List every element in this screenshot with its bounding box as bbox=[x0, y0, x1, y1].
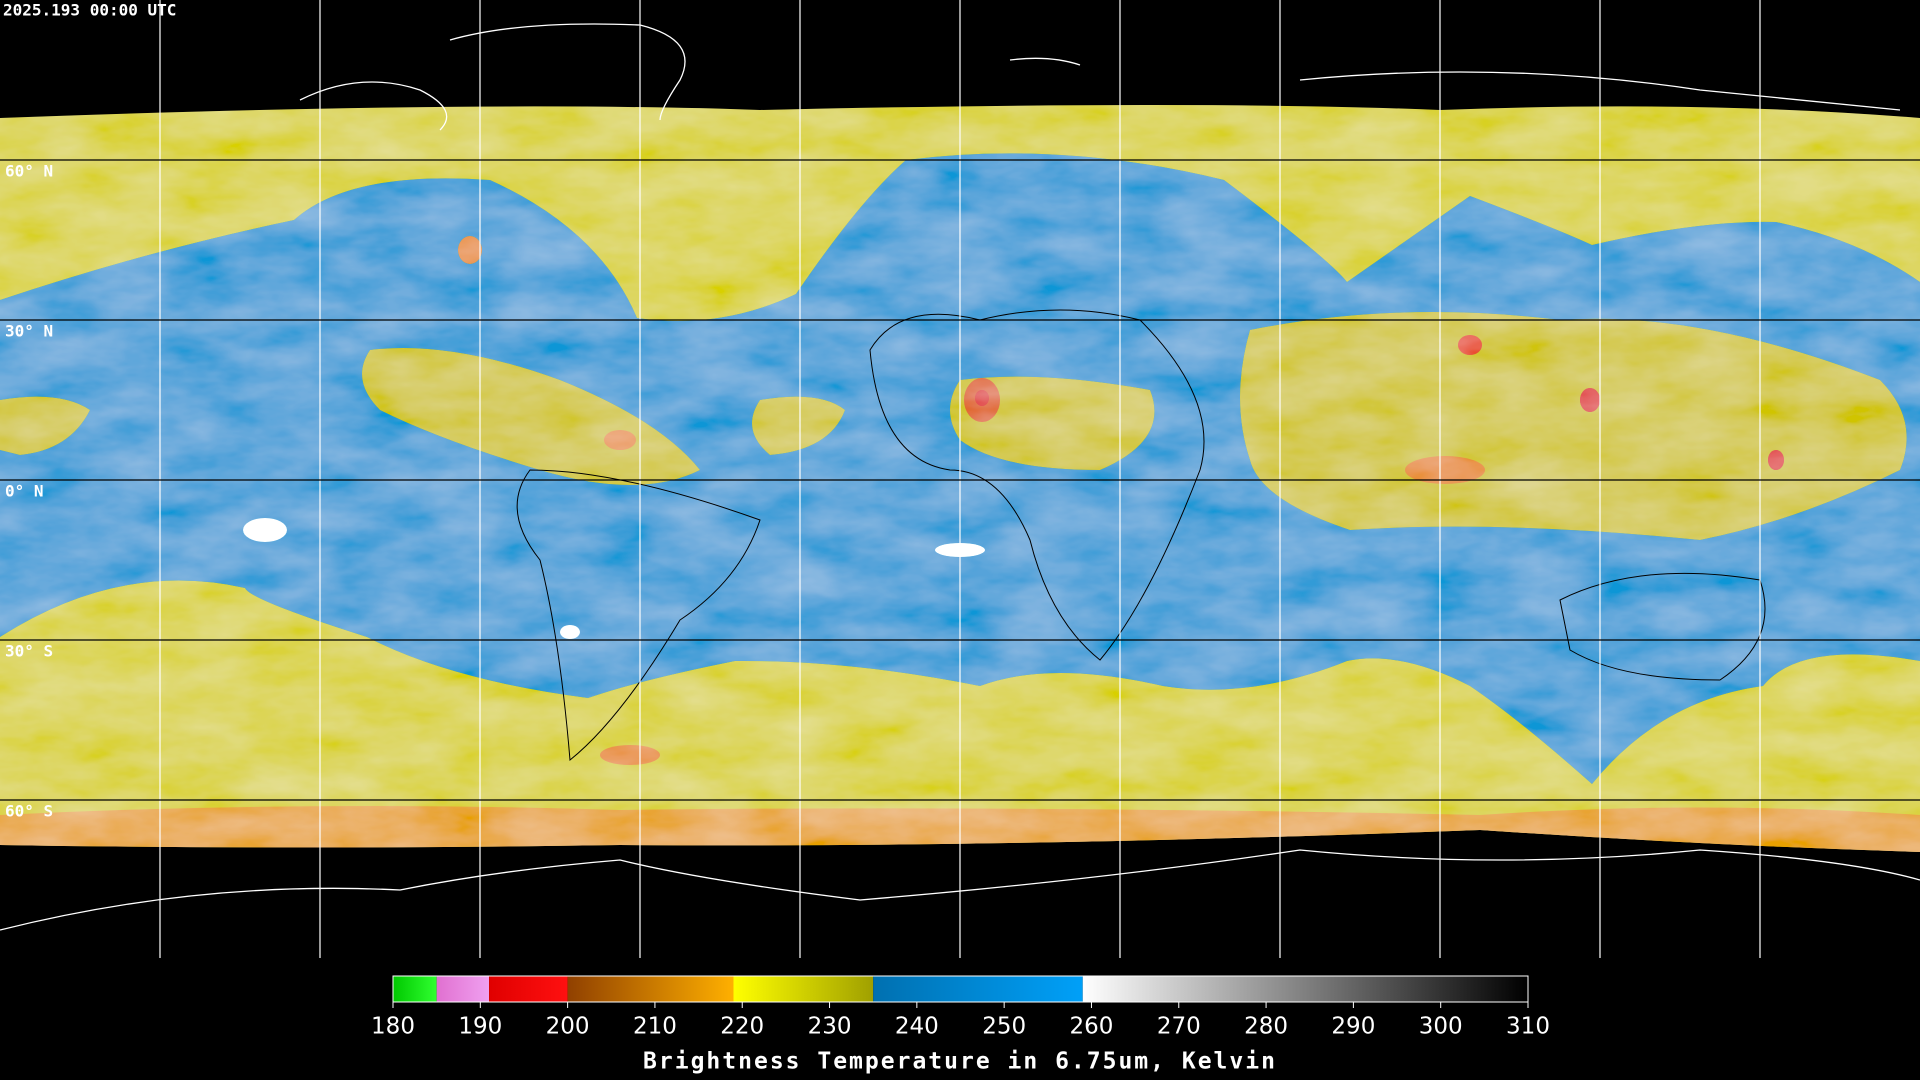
graticule bbox=[159, 0, 1761, 958]
coastline bbox=[516, 469, 761, 761]
convective-core bbox=[458, 236, 482, 264]
cloud-cluster bbox=[752, 396, 845, 455]
colorbar-tick-label: 250 bbox=[982, 1014, 1026, 1040]
colorbar-segment bbox=[1082, 976, 1528, 1002]
convective-core bbox=[600, 745, 660, 765]
convective-core bbox=[975, 390, 989, 406]
colorbar: 180 190 200 210 220 230 240 250 260 270 280 290 300 3… bbox=[371, 975, 1550, 1040]
cloud-cluster bbox=[0, 396, 90, 455]
coastline bbox=[1299, 71, 1901, 111]
coastline bbox=[0, 849, 1920, 931]
cloud-cluster bbox=[1240, 312, 1907, 540]
colorbar-tick-label: 300 bbox=[1419, 1014, 1463, 1040]
colorbar-title: Brightness Temperature in 6.75um, Kelvin bbox=[643, 1049, 1277, 1075]
dry-spot bbox=[560, 625, 580, 639]
coastline bbox=[1009, 57, 1081, 66]
colorbar-tick-label: 210 bbox=[633, 1014, 677, 1040]
coastline bbox=[1559, 572, 1766, 681]
convective-core bbox=[1405, 456, 1485, 484]
colorbar-tick-label: 240 bbox=[895, 1014, 939, 1040]
cloud-cluster bbox=[362, 348, 700, 485]
convective-core bbox=[1580, 388, 1600, 412]
colorbar-tick-label: 220 bbox=[720, 1014, 764, 1040]
latitude-label: 60° S bbox=[5, 802, 53, 821]
colorbar-tick-label: 290 bbox=[1331, 1014, 1375, 1040]
colorbar-segment bbox=[489, 976, 568, 1002]
convective-core bbox=[604, 430, 636, 450]
convective-core bbox=[1458, 335, 1482, 355]
dry-spot bbox=[243, 518, 287, 542]
convective-core bbox=[1768, 450, 1784, 470]
latitude-label: 30° S bbox=[5, 642, 53, 661]
colorbar-segment bbox=[393, 976, 437, 1002]
colorbar-tick-label: 200 bbox=[546, 1014, 590, 1040]
colorbar-tick-label: 180 bbox=[371, 1014, 415, 1040]
latitude-label: 60° N bbox=[5, 162, 53, 181]
colorbar-segment bbox=[567, 976, 734, 1002]
latitude-labels: 60° N 30° N 0° N 30° S 60° S bbox=[5, 162, 53, 821]
coastline bbox=[869, 309, 1205, 661]
colorbar-tick-label: 270 bbox=[1157, 1014, 1201, 1040]
colorbar-tick-label: 230 bbox=[808, 1014, 852, 1040]
colorbar-frame bbox=[392, 975, 1529, 1003]
latitude-label: 30° N bbox=[5, 322, 53, 341]
colorbar-segment bbox=[436, 976, 490, 1002]
colorbar-segment bbox=[733, 976, 874, 1002]
coastlines bbox=[0, 23, 1920, 931]
latitude-label: 0° N bbox=[5, 482, 44, 501]
colorbar-tick-label: 310 bbox=[1506, 1014, 1550, 1040]
cloud-cluster bbox=[950, 376, 1155, 470]
colorbar-tick-label: 190 bbox=[458, 1014, 502, 1040]
colorbar-tick-label: 280 bbox=[1244, 1014, 1288, 1040]
colorbar-segment bbox=[873, 976, 1083, 1002]
timestamp: 2025.193 00:00 UTC bbox=[3, 1, 176, 20]
coastline bbox=[299, 81, 448, 131]
coastlines-dark bbox=[516, 309, 1766, 761]
coastline bbox=[449, 23, 686, 121]
colorbar-tick-label: 260 bbox=[1070, 1014, 1114, 1040]
